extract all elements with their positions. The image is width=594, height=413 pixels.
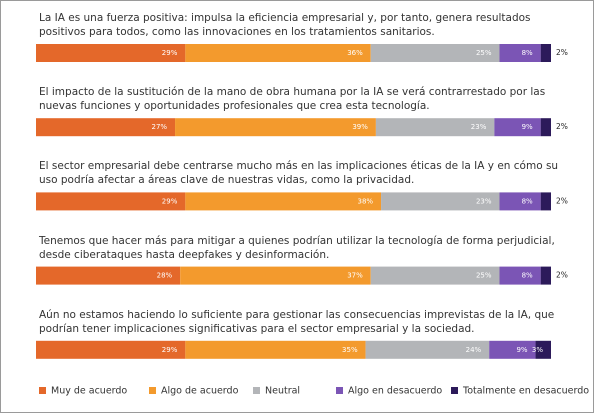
- value-label: 2%: [556, 48, 568, 57]
- bar-segment: [381, 192, 500, 211]
- value-label: 9%: [516, 346, 527, 354]
- statement: Aún no estamos haciendo lo suficiente pa…: [39, 308, 555, 335]
- value-label: 2%: [556, 196, 568, 205]
- value-label: 25%: [476, 272, 492, 280]
- value-label: 25%: [476, 49, 492, 57]
- value-label: 27%: [151, 123, 167, 131]
- bar-segment: [540, 192, 551, 211]
- bar-segment: [540, 118, 551, 137]
- value-label: 2%: [556, 122, 568, 131]
- value-label: 24%: [466, 346, 482, 354]
- bar-segment: [185, 44, 371, 62]
- value-label: 35%: [342, 346, 358, 354]
- statement: Tenemos que hacer más para mitigar a qui…: [39, 234, 555, 261]
- value-label: 8%: [522, 49, 533, 57]
- bar-segment: [499, 44, 541, 62]
- bar-segment: [540, 44, 551, 62]
- value-label: 8%: [522, 197, 533, 205]
- value-label: 8%: [522, 272, 533, 280]
- value-label: 2%: [556, 271, 568, 280]
- bar-segment: [36, 340, 186, 359]
- value-label: 29%: [162, 197, 178, 205]
- legend-swatch: [451, 387, 458, 394]
- legend-label: Algo de acuerdo: [161, 386, 239, 397]
- bar-segment: [36, 44, 186, 62]
- value-label: 39%: [352, 123, 368, 131]
- value-label: 23%: [476, 197, 492, 205]
- bar-segment: [540, 266, 551, 285]
- bar-segment: [499, 266, 541, 285]
- legend-label: Algo en desacuerdo: [348, 386, 442, 397]
- bar-segment: [185, 192, 382, 211]
- bar-segment: [370, 44, 500, 62]
- bar-segment: [185, 340, 366, 359]
- legend-swatch: [336, 387, 343, 394]
- bar-segment: [494, 118, 541, 137]
- value-label: 29%: [162, 346, 178, 354]
- value-label: 38%: [357, 197, 373, 205]
- value-label: 28%: [157, 272, 173, 280]
- value-label: 37%: [347, 272, 363, 280]
- legend-label: Neutral: [265, 386, 300, 397]
- bar-segment: [36, 266, 181, 285]
- statement: El impacto de la sustitución de la mano …: [39, 86, 546, 113]
- value-label: 29%: [162, 49, 178, 57]
- bar-segment: [499, 192, 541, 211]
- value-label: 23%: [471, 123, 487, 131]
- legend-label: Muy de acuerdo: [51, 386, 127, 397]
- statement: La IA es una fuerza positiva: impulsa la…: [39, 12, 531, 38]
- legend-swatch: [253, 387, 260, 394]
- legend-label: Totalmente en desacuerdo: [462, 386, 589, 397]
- legend-swatch: [149, 387, 156, 394]
- bar-segment: [489, 340, 536, 359]
- bar-segment: [375, 118, 495, 137]
- bar-segment: [180, 266, 371, 285]
- value-label: 36%: [347, 49, 363, 57]
- statement: El sector empresarial debe centrarse muc…: [39, 160, 559, 187]
- value-label: 3%: [532, 346, 543, 354]
- bar-segment: [535, 340, 551, 359]
- value-label: 9%: [522, 123, 533, 131]
- bar-segment: [36, 192, 186, 211]
- bar-segment: [36, 118, 176, 137]
- legend-swatch: [39, 387, 46, 394]
- bar-segment: [370, 266, 500, 285]
- bar-segment: [175, 118, 376, 137]
- bar-segment: [365, 340, 490, 359]
